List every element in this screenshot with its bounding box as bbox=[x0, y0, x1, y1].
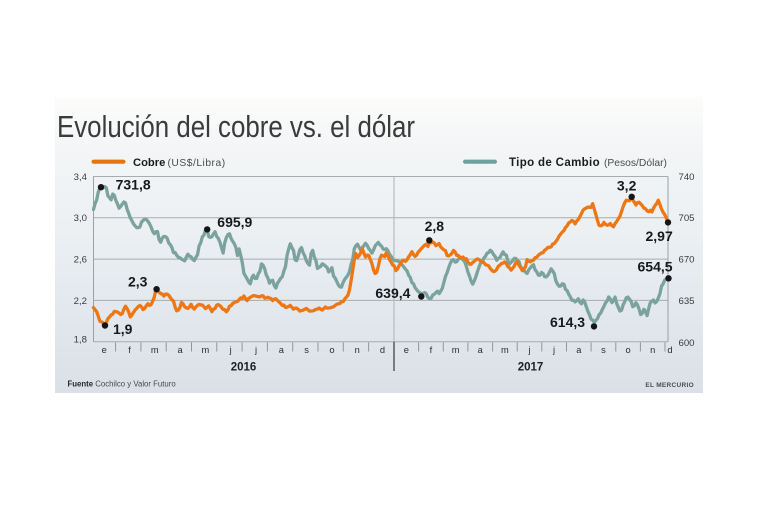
svg-text:(US$/Libra): (US$/Libra) bbox=[168, 158, 226, 169]
svg-text:740: 740 bbox=[679, 172, 695, 183]
svg-text:a: a bbox=[178, 345, 184, 355]
svg-text:2016: 2016 bbox=[231, 362, 257, 374]
svg-text:2,6: 2,6 bbox=[74, 255, 87, 266]
svg-text:n: n bbox=[650, 345, 655, 355]
svg-text:639,4: 639,4 bbox=[375, 285, 410, 301]
svg-text:Fuente Cochilco y Valor Futuro: Fuente Cochilco y Valor Futuro bbox=[68, 380, 177, 389]
svg-text:s: s bbox=[304, 345, 309, 355]
svg-text:a: a bbox=[576, 345, 582, 355]
svg-text:705: 705 bbox=[679, 213, 695, 224]
svg-text:Tipo de Cambio: Tipo de Cambio bbox=[509, 157, 600, 169]
svg-text:Cobre: Cobre bbox=[133, 157, 165, 169]
svg-text:d: d bbox=[380, 345, 385, 355]
svg-text:731,8: 731,8 bbox=[116, 177, 151, 193]
svg-text:s: s bbox=[601, 345, 606, 355]
svg-text:f: f bbox=[430, 345, 433, 355]
svg-text:e: e bbox=[404, 345, 409, 355]
svg-text:f: f bbox=[128, 345, 131, 355]
svg-text:m: m bbox=[452, 345, 460, 355]
svg-text:d: d bbox=[667, 345, 672, 355]
svg-text:1,8: 1,8 bbox=[74, 334, 87, 345]
svg-text:j: j bbox=[527, 345, 530, 355]
svg-text:3,4: 3,4 bbox=[74, 172, 88, 183]
svg-text:(Pesos/Dólar): (Pesos/Dólar) bbox=[604, 158, 667, 169]
svg-text:o: o bbox=[329, 345, 334, 355]
svg-text:670: 670 bbox=[679, 255, 695, 266]
svg-text:o: o bbox=[626, 345, 631, 355]
svg-text:2,8: 2,8 bbox=[425, 218, 445, 234]
svg-text:2,3: 2,3 bbox=[128, 274, 148, 290]
svg-text:2,2: 2,2 bbox=[74, 296, 87, 307]
svg-text:Evolución del cobre vs. el dól: Evolución del cobre vs. el dólar bbox=[57, 111, 415, 144]
svg-text:a: a bbox=[279, 345, 285, 355]
svg-text:a: a bbox=[478, 345, 484, 355]
svg-text:654,5: 654,5 bbox=[638, 258, 673, 274]
svg-text:j: j bbox=[254, 345, 257, 355]
svg-text:j: j bbox=[229, 345, 232, 355]
svg-text:600: 600 bbox=[679, 338, 695, 349]
svg-text:614,3: 614,3 bbox=[550, 314, 585, 330]
svg-text:m: m bbox=[501, 345, 509, 355]
svg-text:m: m bbox=[202, 345, 210, 355]
svg-text:j: j bbox=[552, 345, 555, 355]
svg-text:m: m bbox=[151, 345, 159, 355]
svg-text:1,9: 1,9 bbox=[113, 321, 133, 337]
svg-text:635: 635 bbox=[679, 296, 695, 307]
svg-text:3,2: 3,2 bbox=[617, 178, 637, 194]
svg-text:2017: 2017 bbox=[518, 362, 544, 374]
svg-text:2,97: 2,97 bbox=[646, 228, 673, 244]
svg-text:EL MERCURIO: EL MERCURIO bbox=[645, 382, 694, 389]
svg-text:e: e bbox=[102, 345, 107, 355]
svg-text:695,9: 695,9 bbox=[217, 214, 252, 230]
svg-text:3,0: 3,0 bbox=[74, 213, 87, 224]
svg-text:n: n bbox=[355, 345, 360, 355]
